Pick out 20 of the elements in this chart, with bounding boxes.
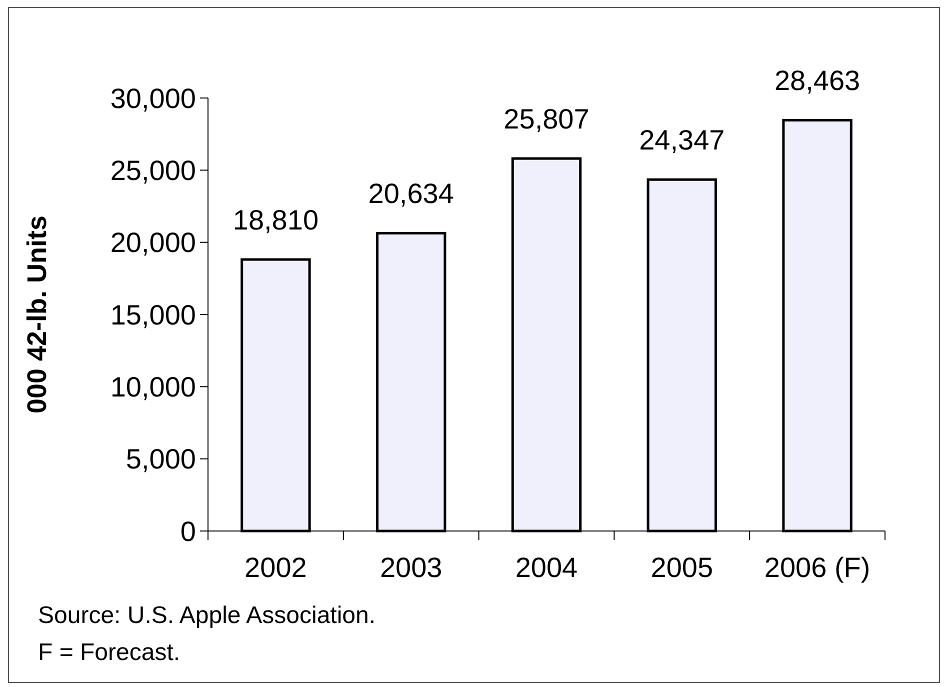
x-tick-label: 2004 [515,552,578,583]
data-label: 24,347 [639,124,725,156]
data-label: 20,634 [368,178,454,210]
data-label: 28,463 [774,65,860,96]
y-tick-label: 10,000 [110,371,196,402]
y-tick-label: 20,000 [110,227,196,258]
data-label: 18,810 [232,204,319,236]
y-tick-label: 0 [180,516,196,547]
y-axis-title: 000 42-lb. Units [22,215,52,414]
x-tick-label: 2006 (F) [764,552,870,583]
x-tick-label: 2003 [380,552,442,583]
text: F = Forecast. [38,639,180,666]
data-label: 25,807 [504,104,590,135]
y-tick-label: 30,000 [110,82,196,114]
y-tick-label: 25,000 [110,154,196,186]
x-tick-label: 2002 [244,552,307,583]
y-tick-label: 5,000 [126,444,196,475]
x-tick-label: 2005 [650,552,714,583]
y-tick-label: 15,000 [110,299,196,330]
source-note: Source: U.S. Apple Association. [38,602,376,629]
